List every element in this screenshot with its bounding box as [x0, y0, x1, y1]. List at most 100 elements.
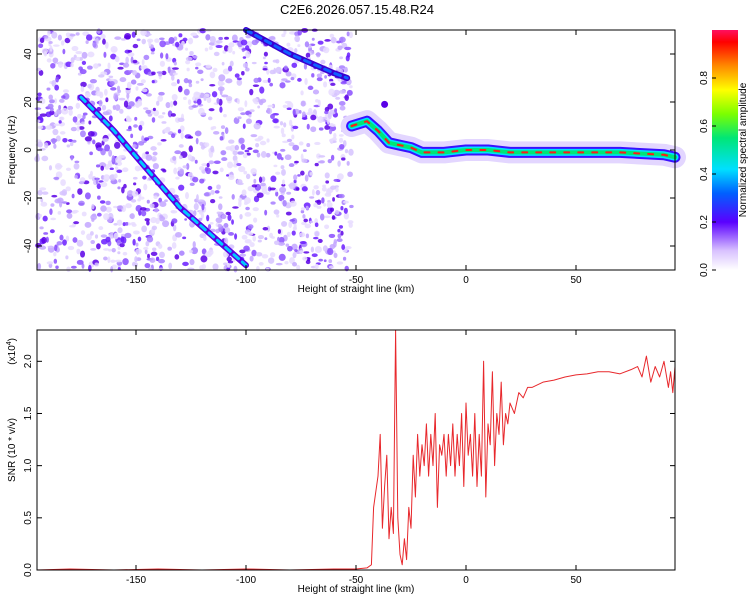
noise-speck	[239, 253, 247, 257]
noise-speck	[183, 78, 189, 84]
noise-speck	[240, 143, 246, 151]
snr-y-tick-label: 0.0	[23, 563, 34, 577]
noise-speck	[88, 264, 92, 272]
noise-speck	[213, 51, 220, 57]
noise-speck	[247, 232, 254, 236]
noise-speck	[73, 162, 80, 170]
noise-speck	[296, 264, 301, 271]
noise-speck	[229, 144, 237, 152]
noise-speck	[86, 233, 92, 241]
noise-speck	[137, 198, 141, 202]
noise-speck	[209, 35, 216, 44]
noise-speck	[224, 36, 229, 40]
noise-speck	[216, 97, 220, 104]
noise-speck	[65, 186, 71, 192]
noise-speck	[103, 213, 110, 221]
noise-speck	[105, 97, 109, 103]
noise-speck	[84, 92, 91, 98]
noise-speck	[177, 129, 182, 134]
noise-speck	[46, 261, 54, 265]
noise-speck	[57, 61, 64, 68]
noise-speck	[281, 183, 286, 187]
noise-speck	[241, 71, 245, 76]
noise-speck	[217, 223, 223, 228]
noise-speck	[108, 75, 114, 79]
noise-speck	[80, 86, 85, 93]
noise-speck	[176, 79, 180, 84]
noise-speck	[76, 248, 81, 255]
noise-speck	[142, 175, 147, 180]
noise-speck	[274, 151, 278, 156]
noise-speck	[146, 235, 154, 243]
noise-speck	[53, 251, 57, 257]
noise-speck	[339, 143, 345, 150]
noise-speck	[226, 174, 230, 177]
noise-speck	[316, 199, 322, 205]
noise-speck	[59, 98, 65, 103]
noise-speck	[266, 68, 270, 75]
noise-speck	[311, 73, 315, 78]
noise-speck	[333, 252, 338, 259]
noise-speck	[206, 97, 212, 104]
noise-speck	[149, 203, 155, 209]
noise-speck	[243, 201, 248, 206]
noise-speck	[126, 81, 132, 89]
noise-speck	[285, 80, 291, 83]
snr-y-ticks: 0.0 0.5 1.0 1.5 2.0	[23, 354, 675, 577]
noise-speck	[157, 142, 162, 146]
noise-speck	[188, 83, 193, 88]
noise-speck	[105, 206, 112, 213]
noise-speck	[280, 148, 286, 152]
noise-speck	[108, 248, 112, 252]
noise-speck	[159, 37, 165, 41]
noise-speck	[81, 211, 87, 217]
noise-speck	[231, 34, 238, 42]
noise-speck	[317, 116, 324, 123]
noise-speck	[116, 205, 124, 210]
snr-x-tick-label: -150	[126, 575, 146, 586]
noise-speck	[55, 76, 59, 83]
noise-speck	[297, 174, 301, 177]
main-carrier-core	[350, 120, 676, 159]
noise-speck	[131, 190, 139, 197]
noise-speck	[149, 257, 156, 263]
noise-speck	[107, 256, 111, 264]
noise-speck	[150, 251, 158, 257]
snr-panel: -150 -100 -50 0 50 0.0 0.5 1.0 1.5 2.0 Height of…	[6, 329, 676, 595]
noise-speck	[330, 207, 335, 212]
noise-speck	[50, 203, 55, 207]
noise-speck	[244, 100, 248, 108]
noise-speck	[94, 262, 99, 267]
noise-speck	[241, 234, 248, 240]
noise-speck	[112, 105, 117, 111]
noise-speck	[48, 263, 53, 269]
noise-speck	[37, 189, 43, 196]
noise-speck	[251, 249, 257, 257]
noise-speck	[76, 239, 84, 247]
noise-speck	[117, 251, 121, 255]
noise-speck	[114, 56, 120, 63]
noise-speck	[345, 55, 350, 62]
noise-speck	[72, 116, 78, 123]
noise-speck	[334, 210, 340, 215]
noise-speck	[310, 246, 315, 253]
noise-speck	[338, 65, 346, 69]
snr-plot-area	[37, 330, 675, 570]
noise-speck	[286, 231, 291, 238]
noise-speck	[70, 126, 78, 132]
noise-speck	[79, 56, 83, 61]
noise-speck	[218, 203, 223, 211]
noise-speck	[164, 199, 168, 203]
noise-speck	[146, 199, 150, 204]
noise-speck	[53, 98, 58, 104]
noise-speck	[262, 226, 269, 231]
noise-speck	[144, 262, 151, 269]
noise-speck	[297, 77, 302, 82]
noise-speck	[199, 141, 204, 146]
noise-speck	[213, 131, 220, 135]
noise-speck	[290, 77, 295, 81]
noise-speck	[311, 188, 315, 196]
noise-speck	[269, 252, 276, 258]
noise-speck	[218, 74, 226, 82]
noise-speck	[349, 85, 353, 89]
